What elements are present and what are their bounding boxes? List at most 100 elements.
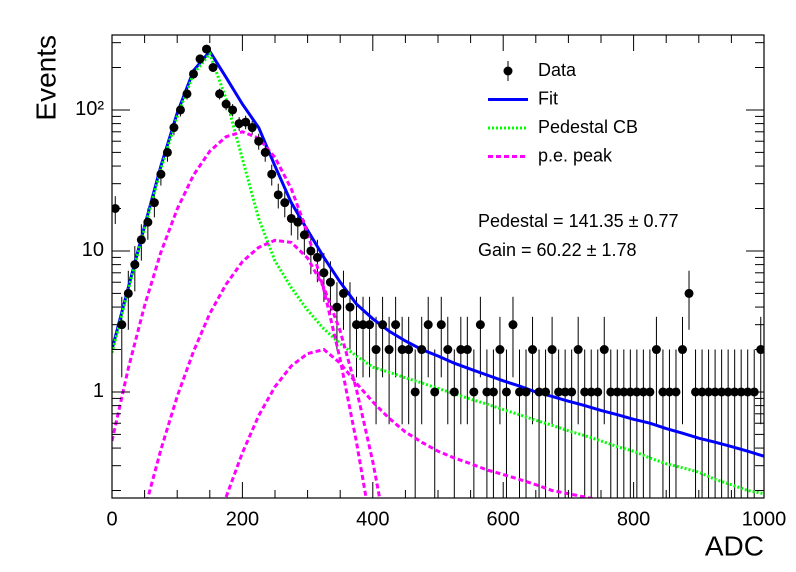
- data-point: [162, 147, 172, 157]
- data-point: [397, 345, 407, 355]
- data-point: [156, 169, 166, 179]
- legend-symbol: [503, 66, 513, 76]
- data-point: [554, 387, 564, 397]
- data-point: [456, 345, 466, 355]
- data-point: [469, 387, 479, 397]
- data-point: [619, 387, 629, 397]
- data-point: [671, 387, 681, 397]
- data-point: [632, 387, 642, 397]
- data-point: [378, 320, 388, 330]
- data-point: [404, 345, 414, 355]
- data-point: [195, 54, 205, 64]
- data-point: [215, 89, 225, 99]
- data-point: [515, 387, 524, 397]
- data-point: [645, 387, 655, 397]
- data-point: [260, 147, 270, 157]
- data-point: [717, 387, 727, 397]
- data-point: [306, 246, 316, 256]
- data-point: [664, 387, 674, 397]
- data-point: [123, 288, 133, 298]
- data-point: [625, 387, 635, 397]
- data-point: [521, 387, 531, 397]
- data-point: [319, 268, 329, 278]
- y-tick-label: 10: [82, 239, 104, 261]
- data-point: [345, 302, 355, 312]
- x-tick-label: 200: [226, 508, 259, 530]
- data-point: [286, 213, 296, 223]
- data-point: [182, 89, 192, 99]
- data-point: [691, 387, 701, 397]
- data-point: [651, 345, 661, 355]
- data-point: [593, 387, 603, 397]
- data-point: [560, 387, 570, 397]
- data-point: [488, 387, 498, 397]
- data-point: [436, 320, 446, 330]
- data-point: [149, 198, 159, 208]
- data-point: [495, 345, 505, 355]
- y-tick-label: 10²: [75, 98, 104, 120]
- data-point: [723, 387, 733, 397]
- data-point: [169, 123, 179, 133]
- y-axis-title: Events: [30, 35, 61, 121]
- fit-curve: [112, 50, 764, 496]
- annotation: Gain = 60.22 ± 1.78: [478, 240, 637, 260]
- data-point: [365, 320, 375, 330]
- data-point: [189, 69, 198, 79]
- component-curve: [146, 238, 382, 498]
- data-point: [475, 320, 485, 330]
- data-point: [136, 235, 146, 245]
- data-point: [293, 217, 303, 227]
- legend-label: Pedestal CB: [538, 117, 638, 137]
- fit-curve: [112, 48, 764, 458]
- data-point: [586, 387, 596, 397]
- component-curve: [112, 130, 368, 498]
- legend-label: Fit: [538, 88, 558, 108]
- data-point: [606, 387, 616, 397]
- data-point: [384, 345, 394, 355]
- data-point: [175, 105, 185, 115]
- data-point: [534, 387, 544, 397]
- data-point: [462, 345, 472, 355]
- data-point: [658, 387, 668, 397]
- data-point: [417, 345, 427, 355]
- data-point: [332, 302, 342, 312]
- data-point: [208, 62, 218, 72]
- data-point: [443, 345, 453, 355]
- data-point: [678, 345, 687, 355]
- data-point: [299, 230, 309, 240]
- data-point: [221, 99, 231, 109]
- data-point: [482, 387, 492, 397]
- data-point: [573, 345, 583, 355]
- data-point: [547, 345, 557, 355]
- data-point: [280, 198, 290, 208]
- x-axis-title: ADC: [705, 530, 764, 561]
- data-point: [391, 320, 401, 330]
- data-point: [247, 123, 257, 133]
- data-point: [612, 387, 622, 397]
- data-point: [312, 252, 322, 262]
- data-point: [143, 217, 153, 227]
- data-point: [338, 288, 348, 298]
- data-point: [358, 320, 368, 330]
- data-point: [508, 320, 518, 330]
- data-point: [410, 387, 420, 397]
- data-point: [599, 345, 609, 355]
- data-point: [730, 387, 740, 397]
- data-point: [638, 387, 648, 397]
- data-point: [325, 277, 335, 287]
- data-point: [449, 387, 459, 397]
- legend-label: Data: [538, 60, 577, 80]
- data-point: [371, 345, 381, 355]
- data-point: [501, 387, 511, 397]
- data-point: [704, 387, 714, 397]
- annotation: Pedestal = 141.35 ± 0.77: [478, 211, 679, 231]
- data-point: [710, 387, 720, 397]
- data-point: [273, 190, 283, 200]
- data-point: [267, 169, 277, 179]
- x-tick-label: 1000: [742, 508, 787, 530]
- data-point: [684, 288, 694, 298]
- data-point: [130, 260, 140, 270]
